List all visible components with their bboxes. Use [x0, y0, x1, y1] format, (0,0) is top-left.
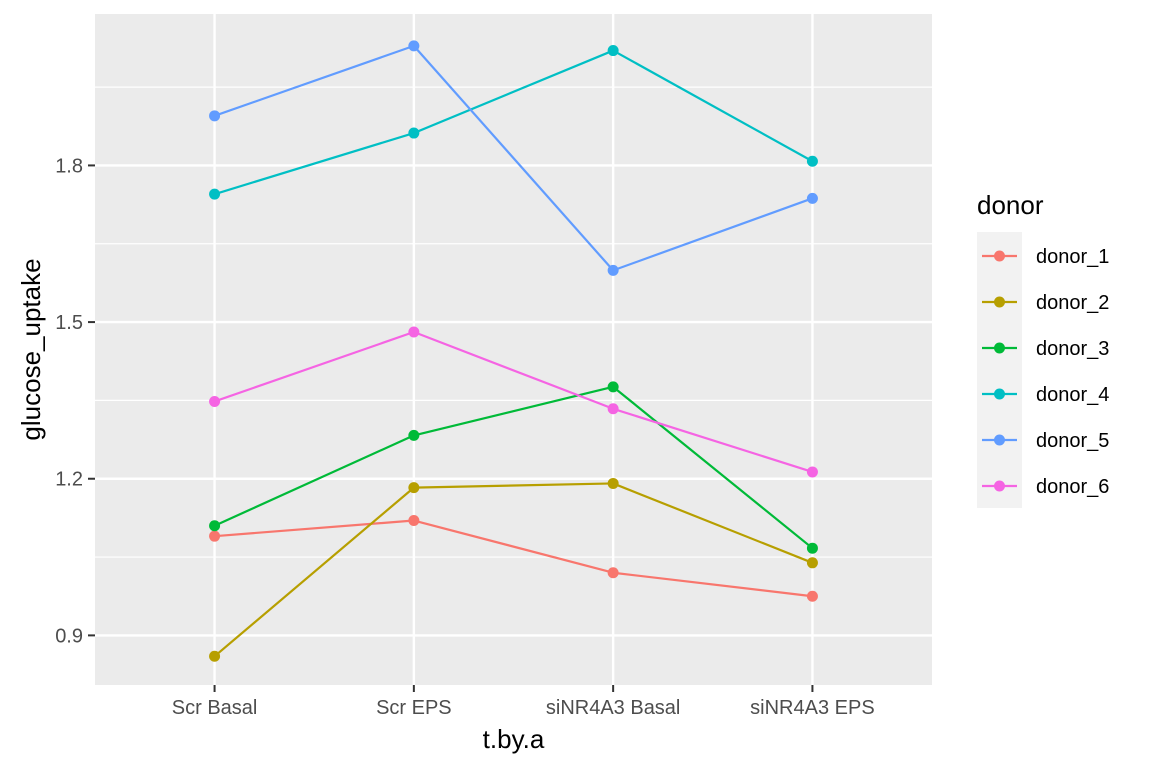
- data-point-donor_4: [209, 188, 221, 200]
- data-point-donor_6: [209, 395, 221, 407]
- data-point-donor_5: [806, 192, 818, 204]
- data-point-donor_4: [806, 155, 818, 167]
- data-point-donor_4: [408, 127, 420, 139]
- x-axis: Scr Basal Scr EPS siNR4A3 Basal siNR4A3 EPS: [172, 685, 875, 719]
- series-line-donor_5: [214, 44, 813, 272]
- legend-key-point: [994, 250, 1005, 262]
- y-axis: 0.9 1.2 1.5 1.8: [55, 155, 95, 647]
- data-point-donor_1: [607, 567, 619, 579]
- data-point-donor_2: [209, 650, 221, 662]
- y-tick-label: 0.9: [55, 625, 83, 647]
- legend-label: donor_1: [1036, 246, 1109, 268]
- data-point-donor_2: [806, 557, 818, 569]
- legend-label: donor_3: [1036, 338, 1109, 360]
- plot-panel: [95, 14, 932, 685]
- legend-key-point: [994, 480, 1005, 492]
- data-point-donor_3: [209, 520, 221, 532]
- data-point-donor_2: [607, 477, 619, 489]
- legend-label: donor_6: [1036, 476, 1109, 498]
- legend-key-point: [994, 388, 1005, 400]
- data-point-donor_6: [806, 466, 818, 478]
- legend: donor donor_1 donor_2 donor_3 donor_4 donor_…: [977, 190, 1109, 508]
- data-point-donor_4: [607, 45, 619, 57]
- data-point-donor_3: [607, 381, 619, 393]
- x-tick-label: Scr EPS: [376, 697, 452, 719]
- x-tick-label: siNR4A3 Basal: [546, 697, 681, 719]
- legend-key-point: [994, 296, 1005, 308]
- data-point-donor_3: [408, 429, 420, 441]
- data-point-donor_1: [408, 515, 420, 527]
- legend-key-point: [994, 434, 1005, 446]
- y-tick-label: 1.8: [55, 155, 83, 177]
- legend-label: donor_4: [1036, 384, 1109, 406]
- data-point-donor_5: [209, 110, 221, 122]
- series-line-donor_1: [214, 519, 813, 598]
- series-line-donor_2: [213, 482, 813, 658]
- x-tick-label: siNR4A3 EPS: [750, 697, 875, 719]
- data-point-donor_5: [408, 40, 420, 52]
- data-point-donor_3: [806, 542, 818, 554]
- y-tick-label: 1.2: [55, 469, 83, 491]
- legend-label: donor_5: [1036, 430, 1109, 452]
- legend-label: donor_2: [1036, 292, 1109, 314]
- series-line-donor_6: [214, 330, 813, 473]
- data-point-donor_6: [408, 326, 420, 338]
- x-tick-label: Scr Basal: [172, 697, 258, 719]
- legend-title: donor: [977, 190, 1044, 220]
- legend-key-point: [994, 342, 1005, 354]
- data-point-donor_1: [806, 590, 818, 602]
- series-line-donor_3: [214, 385, 814, 550]
- legend-key-background: [977, 232, 1022, 508]
- data-point-donor_6: [607, 403, 619, 415]
- series-line-donor_4: [214, 49, 813, 196]
- y-axis-title: glucose_uptake: [16, 258, 46, 440]
- data-point-donor_1: [209, 530, 221, 542]
- series-layer: [209, 40, 818, 662]
- data-point-donor_2: [408, 482, 420, 494]
- x-axis-title: t.by.a: [483, 724, 545, 754]
- y-tick-label: 1.5: [55, 312, 83, 334]
- data-point-donor_5: [607, 264, 619, 276]
